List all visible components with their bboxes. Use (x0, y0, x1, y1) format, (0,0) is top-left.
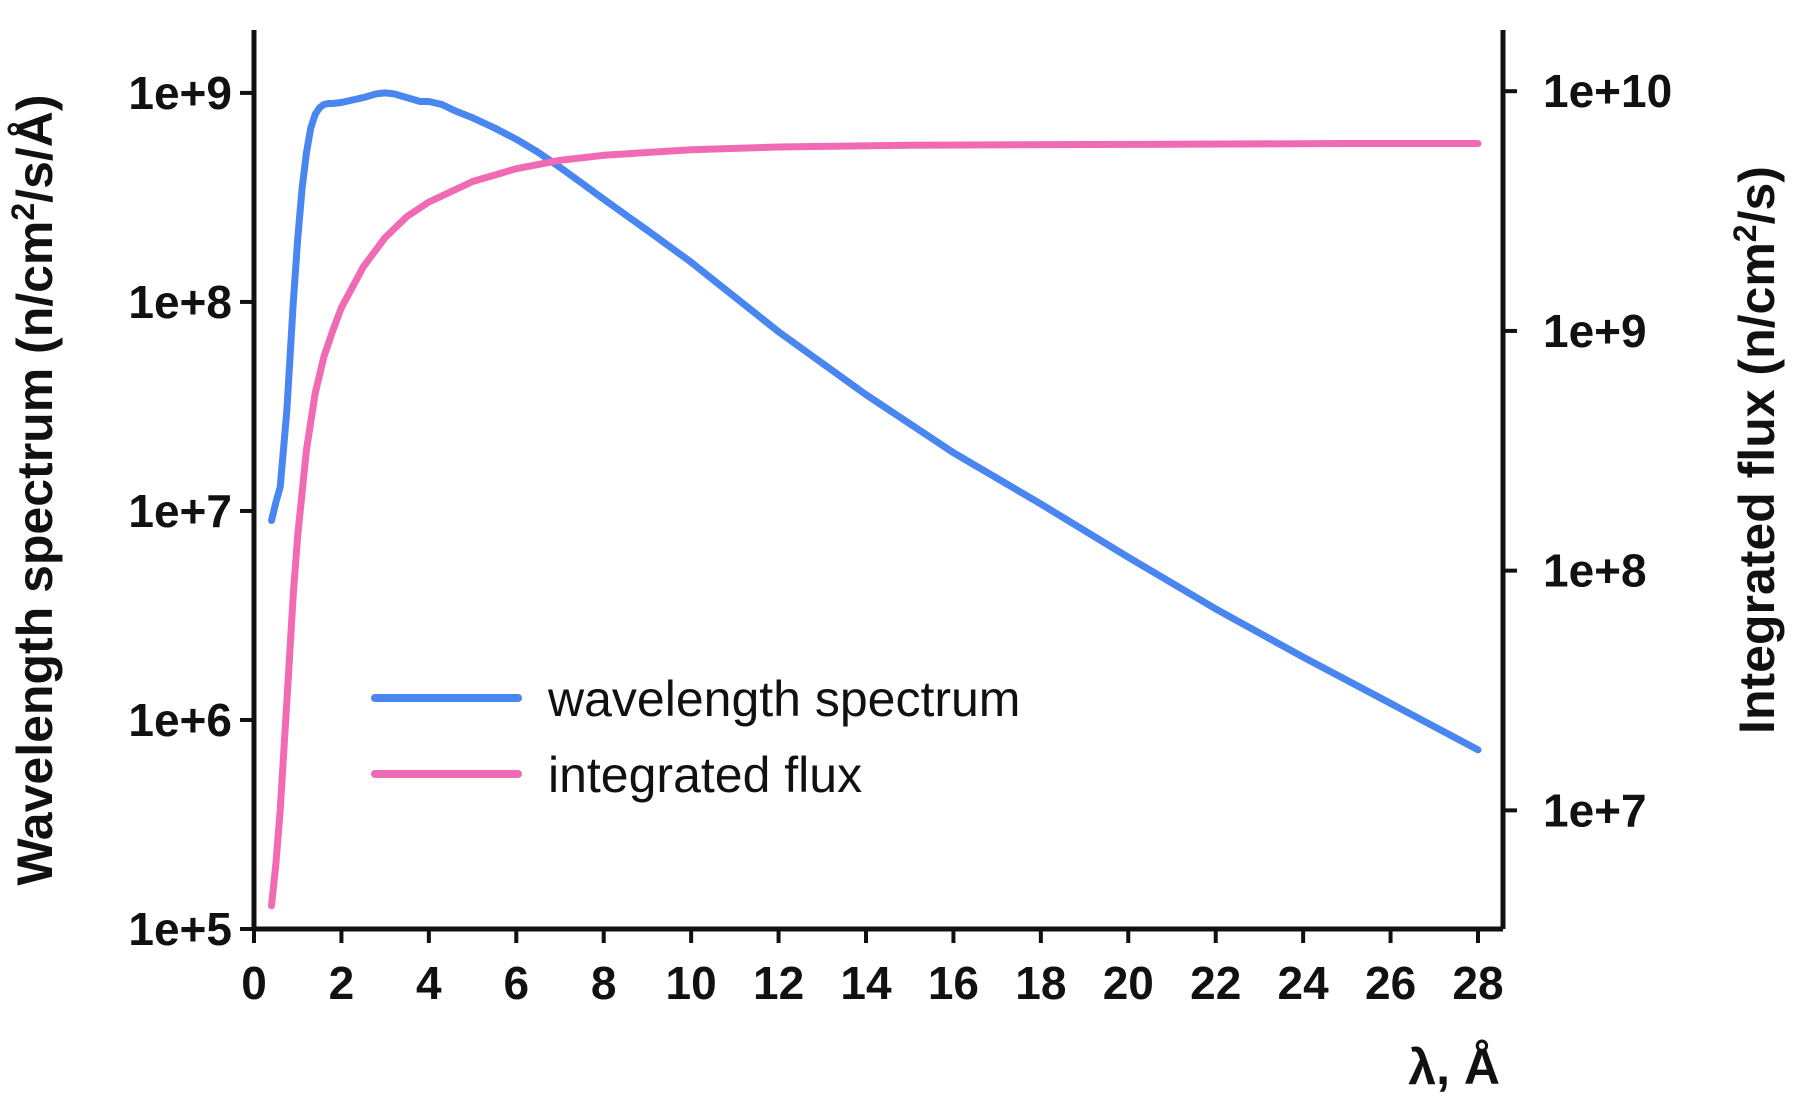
x-tick-label: 8 (591, 957, 617, 1009)
legend: wavelength spectrum integrated flux (371, 671, 1020, 803)
right-y-axis-title-superscript: 2 (1727, 224, 1763, 242)
right-y-tick-label: 1e+10 (1543, 65, 1672, 117)
left-y-axis-title-tail: /s/Å) (7, 94, 63, 202)
left-y-tick-label: 1e+5 (128, 903, 232, 955)
x-tick-label: 20 (1103, 957, 1154, 1009)
right-y-tick-label: 1e+7 (1543, 784, 1647, 836)
x-tick-label: 26 (1365, 957, 1416, 1009)
left-y-tick-label: 1e+9 (128, 67, 232, 119)
right-y-axis-title-tail: /s) (1729, 166, 1785, 224)
x-tick-label: 28 (1452, 957, 1503, 1009)
x-tick-label: 0 (241, 957, 267, 1009)
series-layer (268, 89, 1482, 910)
x-tick-label: 16 (928, 957, 979, 1009)
legend-label-wavelength-spectrum: wavelength spectrum (547, 671, 1020, 727)
x-tick-label: 10 (666, 957, 717, 1009)
left-y-tick-label: 1e+7 (128, 485, 232, 537)
legend-label-integrated-flux: integrated flux (548, 747, 862, 803)
right-y-axis-title-main: Integrated flux (n/cm (1729, 242, 1785, 734)
series-line-wavelength-spectrum (268, 89, 1482, 754)
x-tick-label: 22 (1190, 957, 1241, 1009)
x-tick-label: 24 (1278, 957, 1330, 1009)
x-tick-label: 2 (329, 957, 355, 1009)
left-y-axis-title-main: Wavelength spectrum (n/cm (7, 221, 63, 886)
x-tick-label: 18 (1015, 957, 1066, 1009)
ticks-layer: 0 2 4 6 8 10 12 14 16 18 20 22 24 26 281e+51e+61e+71e+… (128, 65, 1672, 1009)
x-tick-label: 14 (840, 957, 892, 1009)
right-y-tick-label: 1e+8 (1543, 545, 1647, 597)
x-tick-label: 4 (416, 957, 442, 1009)
right-y-axis-title: Integrated flux (n/cm2/s) (1727, 166, 1785, 734)
left-y-axis-title: Wavelength spectrum (n/cm2/s/Å) (5, 94, 63, 885)
axes-layer (251, 30, 1506, 932)
left-y-axis-title-superscript: 2 (5, 203, 41, 221)
left-y-tick-label: 1e+6 (128, 694, 232, 746)
x-axis-title: λ, Å (1408, 1039, 1500, 1095)
x-tick-label: 6 (503, 957, 529, 1009)
left-y-tick-label: 1e+8 (128, 276, 232, 328)
x-tick-label: 12 (753, 957, 804, 1009)
series-line-integrated-flux (268, 140, 1482, 910)
right-y-tick-label: 1e+9 (1543, 305, 1647, 357)
